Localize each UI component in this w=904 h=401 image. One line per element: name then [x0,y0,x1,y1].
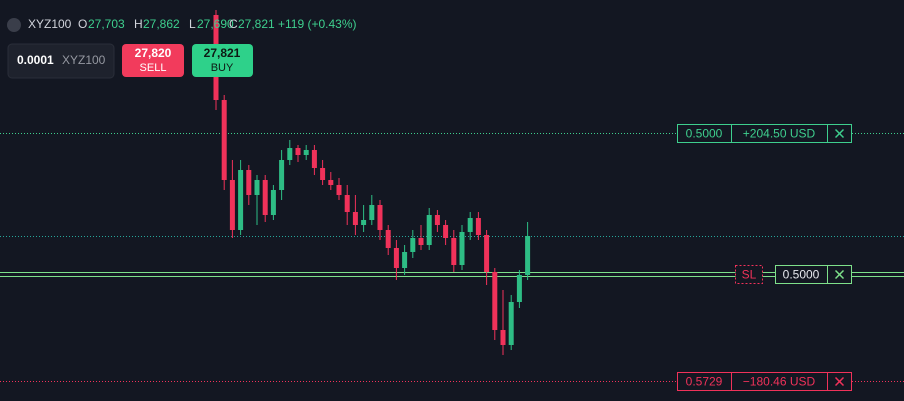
open-label: O [78,17,87,31]
candle-body [467,218,473,232]
candle-body [287,148,293,160]
candle-body [500,330,506,345]
close-icon[interactable] [834,128,845,139]
close-icon[interactable] [834,269,845,280]
candle-body [402,252,408,268]
sell-button[interactable] [122,44,184,77]
high-label: H [134,17,143,31]
candle-body [410,238,416,252]
level-box[interactable] [677,372,852,391]
buy-button[interactable] [192,44,253,77]
buy-label: BUY [211,62,234,74]
quantity: 0.0001 [17,53,54,67]
level-size: 0.5000 [783,268,820,282]
candle-body [328,180,334,185]
candle-body [451,238,457,265]
candle-body [221,100,227,180]
candle-body [516,275,522,302]
candle-body [459,232,465,265]
candle-body [475,218,481,235]
candle-body [434,215,440,225]
candle-body [336,185,342,195]
candle-body [377,205,383,230]
level-label: 0.5729 −180.46 USD [677,372,852,391]
candle-body [508,302,514,345]
candle-body [352,212,358,225]
level-label: 0.5000 +204.50 USD [677,124,852,143]
candle-body [311,150,317,168]
candle-body [361,220,367,225]
level-pnl: −180.46 USD [743,375,816,389]
candle-body [246,170,252,195]
candle-body [320,168,326,180]
low-value: 27,690 [197,17,234,31]
level-box[interactable] [677,124,852,143]
symbol-icon [7,18,21,32]
high-value: 27,862 [143,17,180,31]
candle-body [279,160,285,190]
candle-body [295,148,301,155]
sell-price: 27,820 [135,46,172,60]
candle-body [418,238,424,245]
buy-price: 27,821 [204,46,241,60]
header: XYZ100 O 27,703 H 27,862 L 27,690 C 27,8… [7,17,357,32]
candle-body [443,225,449,238]
close-label: C [229,17,238,31]
candle-body [270,190,276,215]
candle-body [393,248,399,268]
level-pnl: +204.50 USD [743,127,816,141]
open-value: 27,703 [88,17,125,31]
candle-body [369,205,375,220]
candle-body [385,230,391,248]
close-value: 27,821 [238,17,275,31]
candle-body [254,180,260,195]
level-size: 0.5000 [686,127,723,141]
sell-label: SELL [140,62,167,74]
candle-body [492,272,498,330]
candle-body [426,215,432,245]
quantity-box[interactable] [7,43,115,79]
symbol: XYZ100 [28,17,72,31]
candle-body [229,180,235,230]
candle-body [303,150,309,155]
level-label: 0.5000 SL [735,265,852,284]
level-size: 0.5729 [686,375,723,389]
candle-body [484,235,490,272]
candle-body [262,180,268,215]
candle-body [344,195,350,212]
sl-tag[interactable] [735,265,763,284]
change: +119 (+0.43%) [278,17,357,31]
candle-body [238,170,244,230]
low-label: L [189,17,196,31]
level-box[interactable] [775,265,852,284]
close-icon[interactable] [834,376,845,387]
quantity-symbol: XYZ100 [62,53,106,67]
sl-tag-label: SL [742,268,757,282]
candle-body [525,236,531,275]
order-panel: 0.0001 XYZ100 27,820 SELL 27,821 BUY [7,43,253,79]
